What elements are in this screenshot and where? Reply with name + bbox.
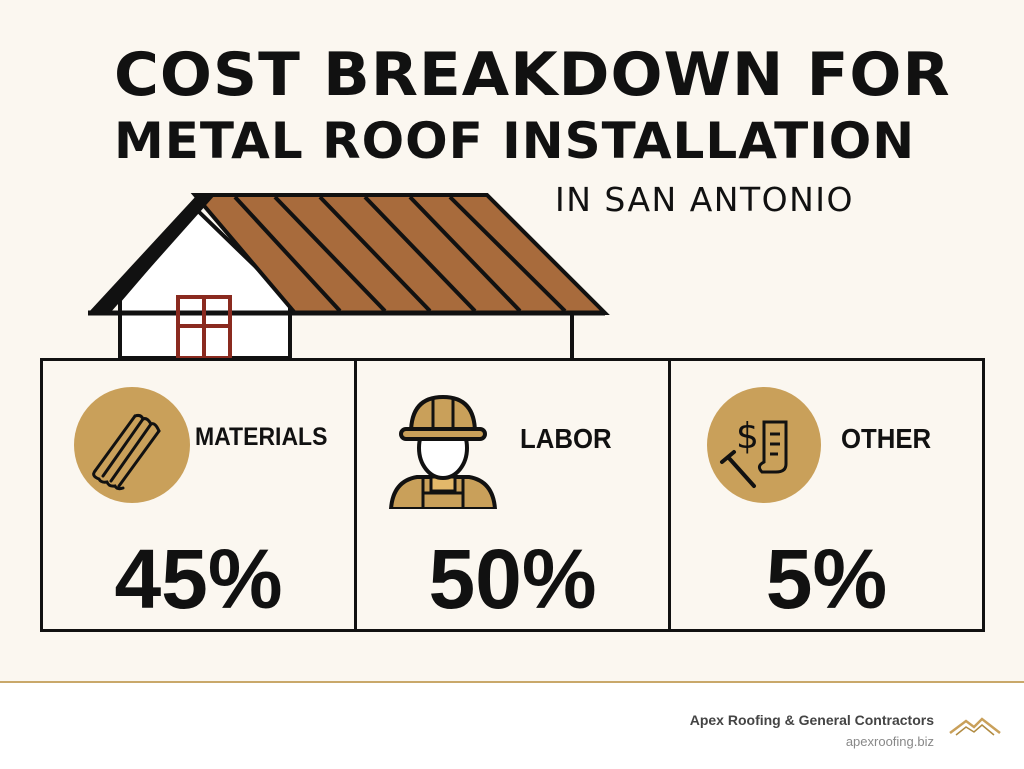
cost-breakdown-table: MATERIALS 45% LABOR 50% $ OTHER 5% — [40, 358, 985, 632]
category-percent: 45% — [114, 532, 283, 626]
subtitle-location: IN SAN ANTONIO — [555, 180, 855, 219]
dollar-receipt-hammer-icon: $ — [707, 387, 821, 503]
category-materials: MATERIALS 45% — [43, 361, 357, 629]
svg-text:$: $ — [736, 416, 759, 457]
house-illustration — [88, 193, 610, 360]
title-line-2: METAL ROOF INSTALLATION — [114, 112, 916, 170]
category-labor: LABOR 50% — [357, 361, 671, 629]
category-label: MATERIALS — [195, 423, 328, 451]
company-website[interactable]: apexroofing.biz — [845, 734, 934, 749]
category-percent: 5% — [765, 532, 888, 626]
title-line-1: COST BREAKDOWN FOR — [114, 40, 951, 110]
category-label: OTHER — [841, 423, 932, 454]
construction-worker-icon — [388, 394, 498, 509]
metal-panels-icon — [74, 387, 190, 503]
category-percent: 50% — [428, 532, 597, 626]
category-label: LABOR — [520, 423, 612, 454]
category-other: $ OTHER 5% — [671, 361, 982, 629]
mountain-roof-logo — [949, 717, 1001, 736]
company-name: Apex Roofing & General Contractors — [689, 712, 934, 728]
